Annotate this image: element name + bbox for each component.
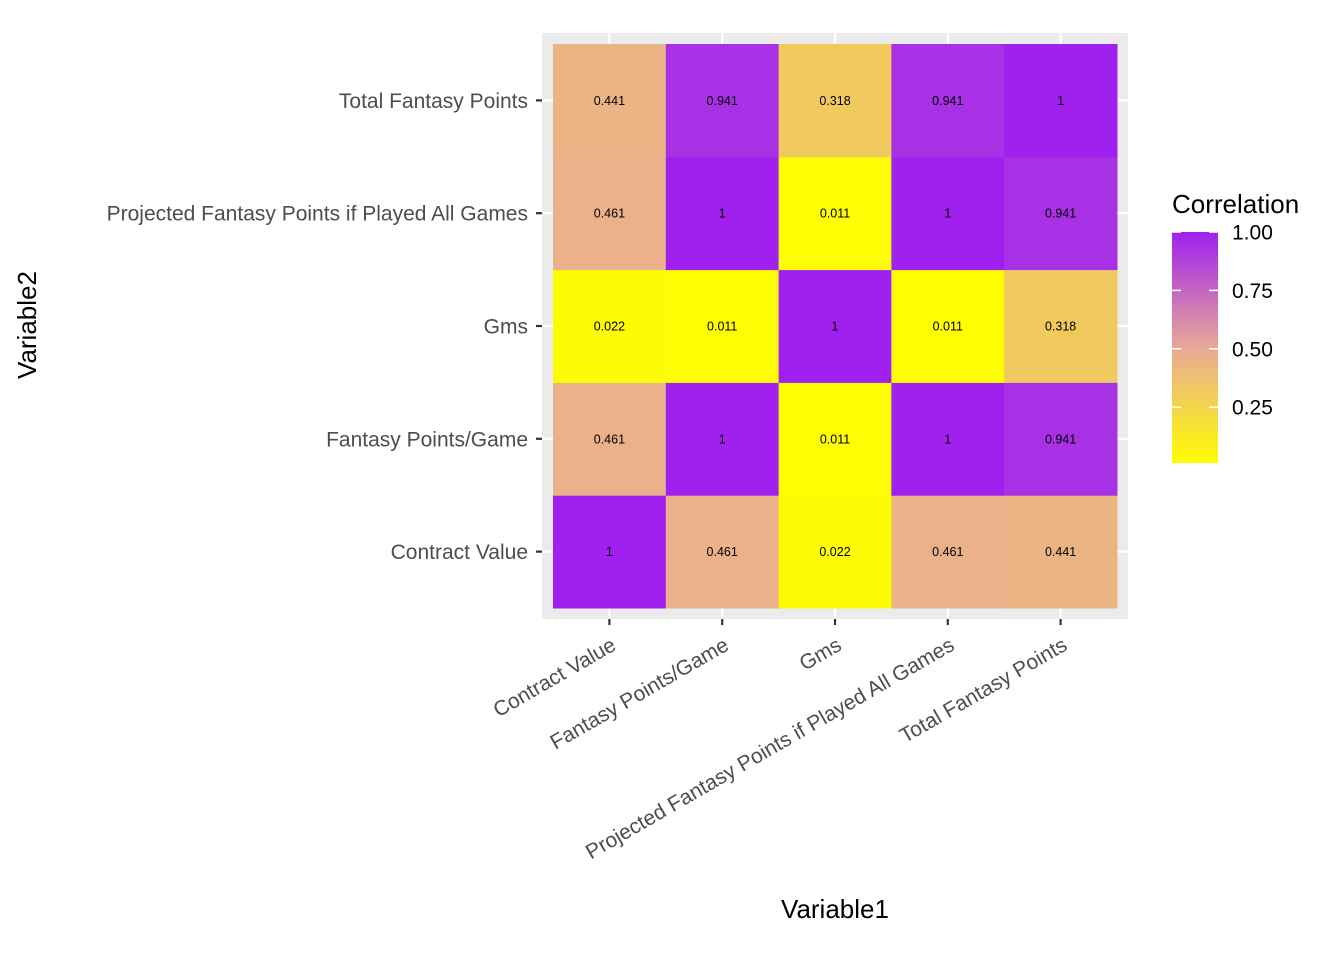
cell-value-label: 0.441 [594,94,625,108]
heatmap-cell [891,495,1005,609]
cell-value-label: 1 [719,207,726,221]
heatmap-cell [665,44,780,158]
cell-value-label: 0.318 [1045,320,1076,334]
y-tick-label-fantasy-points-game: Fantasy Points/Game [326,428,528,451]
heatmap-cell [1004,44,1118,158]
y-tick-label-contract-value: Contract Value [391,541,528,564]
cell-value-label: 0.011 [820,207,850,221]
heatmap-cell [553,156,667,271]
heatmap-cell [553,382,667,496]
x-tick-label-projected-fantasy-points-if-played-all-games: Projected Fantasy Points if Played All G… [582,633,958,864]
legend-ticks: 1.00 0.75 0.50 0.25 [1172,222,1273,420]
cell-value-label: 0.022 [819,545,850,559]
legend-break-label: 0.25 [1232,397,1273,420]
cell-value-label: 1 [1057,94,1064,108]
heatmap-cell [553,269,667,383]
y-axis: Contract Value Fantasy Points/Game Gms Proj… [107,90,542,564]
y-tick-label-total-fantasy-points: Total Fantasy Points [339,90,528,113]
y-tick-label-gms: Gms [484,316,528,339]
color-legend: Correlation 1.00 0.75 0.50 0.25 [1172,189,1299,463]
heatmap-cell [891,156,1005,271]
heatmap-cell [1004,495,1118,609]
heatmap-cell [665,382,780,496]
cell-value-label: 1 [832,320,839,334]
cell-value-labels: 1 0.461 0.022 0.461 0.441 0.461 1 0.011 1 0.941 0.… [594,94,1077,559]
cell-value-label: 0.941 [932,94,963,108]
y-axis-title: Variable2 [12,271,42,379]
cell-value-label: 0.011 [820,432,850,446]
heatmap-cells [553,44,1118,609]
cell-value-label: 0.461 [707,545,738,559]
cell-value-label: 0.461 [594,207,625,221]
cell-value-label: 0.011 [933,320,963,334]
legend-break-label: 1.00 [1232,222,1273,245]
y-tick-label-projected-fantasy-points-if-played-all-games: Projected Fantasy Points if Played All G… [107,203,528,226]
heatmap-cell [665,156,780,271]
heatmap-cell [891,382,1005,496]
heatmap-cell [891,44,1005,158]
heatmap-cell [778,382,892,496]
x-axis-title: Variable1 [781,894,889,924]
heatmap-cell [553,44,667,158]
cell-value-label: 0.461 [594,432,625,446]
heatmap-cell [1004,156,1118,271]
cell-value-label: 0.441 [1045,545,1076,559]
legend-break-label: 0.75 [1232,280,1273,303]
cell-value-label: 0.318 [819,94,850,108]
legend-colorbar [1172,232,1218,463]
heatmap-cell [778,156,892,271]
cell-value-label: 0.011 [707,320,737,334]
heatmap-cell [665,495,780,609]
heatmap-cell [1004,269,1118,383]
cell-value-label: 0.941 [707,94,738,108]
heatmap-cell [778,269,892,383]
heatmap-cell [891,269,1005,383]
x-tick-label-gms: Gms [796,633,846,675]
cell-value-label: 0.461 [932,545,963,559]
cell-value-label: 0.022 [594,320,625,334]
heatmap-cell [778,495,892,609]
cell-value-label: 0.941 [1045,432,1076,446]
heatmap-cell [553,495,667,609]
x-tick-label-fantasy-points-game: Fantasy Points/Game [546,633,732,754]
cell-value-label: 1 [944,432,951,446]
cell-value-label: 1 [944,207,951,221]
heatmap-cell [778,44,892,158]
legend-title: Correlation [1172,189,1299,219]
heatmap-cell [1004,382,1118,496]
cell-value-label: 0.941 [1045,207,1076,221]
cell-value-label: 1 [606,545,613,559]
heatmap-cell [665,269,780,383]
cell-value-label: 1 [719,432,726,446]
legend-break-label: 0.50 [1232,338,1273,361]
